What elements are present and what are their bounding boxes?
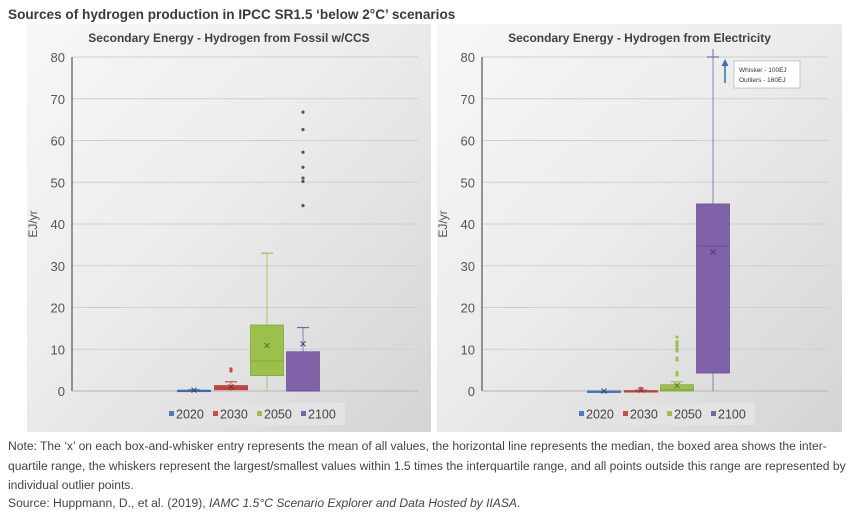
box-2020: [177, 387, 211, 394]
y-tick-label: 10: [461, 342, 475, 357]
figure-title: Sources of hydrogen production in IPCC S…: [8, 7, 456, 22]
iqr-box: [250, 324, 284, 376]
outlier-point: [675, 356, 679, 360]
box-2030: [214, 367, 248, 391]
box-2050: [250, 252, 284, 391]
legend-swatch-2100: [301, 411, 306, 416]
arrow-up-icon: [721, 59, 729, 66]
legend-label-2050: 2050: [674, 408, 702, 422]
y-tick-label: 0: [468, 384, 475, 399]
y-axis-label: EJ/yr: [437, 210, 450, 237]
y-tick-label: 50: [51, 175, 65, 190]
legend-label-2100: 2100: [308, 408, 336, 422]
y-tick-label: 70: [461, 92, 475, 107]
chart-title: Secondary Energy - Hydrogen from Fossil …: [88, 31, 369, 45]
outlier-point: [301, 179, 305, 184]
y-tick-label: 30: [461, 259, 475, 274]
mean-marker: [674, 382, 680, 389]
legend-swatch-2030: [213, 411, 218, 416]
outlier-point: [229, 367, 233, 371]
box-2100: [696, 49, 730, 391]
figure-note: Note: The ‘x’ on each box-and-whisker en…: [8, 437, 863, 496]
legend-background: [161, 403, 345, 425]
chart-panel-electricity: Secondary Energy - Hydrogen from Electri…: [437, 24, 842, 432]
outlier-point: [675, 347, 679, 351]
legend-swatch-2050: [257, 411, 262, 416]
legend: 2020 2030 2050 2100: [571, 403, 755, 425]
iqr-box: [696, 203, 730, 374]
outlier-point: [675, 340, 679, 344]
iqr-box: [660, 384, 694, 392]
source-prefix: Source: Huppmann, D., et al. (2019),: [8, 496, 209, 510]
outlier-point: [301, 110, 305, 114]
y-tick-label: 70: [51, 92, 65, 107]
source-title: IAMC 1.5°C Scenario Explorer and Data Ho…: [209, 496, 517, 510]
chart-electricity: Secondary Energy - Hydrogen from Electri…: [437, 31, 828, 425]
mean-marker: [300, 340, 306, 347]
outlier-point: [675, 335, 679, 339]
y-tick-label: 20: [51, 301, 65, 316]
legend-swatch-2020: [579, 411, 584, 416]
outlier-point: [675, 371, 679, 375]
box-2100: [286, 110, 320, 392]
outlier-point: [301, 204, 305, 208]
outlier-point: [301, 165, 305, 169]
legend-background: [571, 403, 755, 425]
iqr-box: [286, 351, 320, 392]
mean-marker: [601, 388, 607, 394]
legend-swatch-2030: [623, 411, 628, 416]
outlier-point: [639, 386, 643, 391]
legend-swatch-2050: [667, 411, 672, 416]
annotation-box: [733, 60, 801, 89]
mean-marker: [264, 342, 270, 349]
outlier-point: [675, 373, 679, 377]
chart-panel-fossil-ccs: Secondary Energy - Hydrogen from Fossil …: [27, 24, 431, 432]
mean-marker: [228, 383, 234, 390]
source-suffix: .: [517, 496, 521, 510]
y-tick-label: 0: [58, 384, 65, 399]
annotation-text: Outliers - 160EJ: [739, 77, 786, 84]
note-text: Note: The ‘x’ on each box-and-whisker en…: [8, 439, 846, 493]
legend: 2020 2030 2050 2100: [161, 403, 345, 425]
y-tick-label: 60: [461, 134, 475, 149]
outlier-point: [301, 176, 305, 180]
y-tick-label: 80: [461, 50, 475, 65]
annotation-text: Whisker - 100EJ: [739, 67, 787, 74]
legend-label-2030: 2030: [630, 408, 658, 422]
legend-label-2050: 2050: [264, 408, 292, 422]
y-tick-label: 20: [461, 301, 475, 316]
mean-marker: [191, 387, 197, 394]
box-2050: [660, 335, 694, 392]
y-tick-label: 50: [461, 175, 475, 190]
y-tick-label: 80: [51, 50, 65, 65]
y-axis-label: EJ/yr: [27, 210, 40, 237]
chart-title: Secondary Energy - Hydrogen from Electri…: [508, 31, 771, 45]
legend-label-2030: 2030: [220, 408, 248, 422]
y-tick-label: 60: [51, 134, 65, 149]
mean-marker: [710, 249, 716, 255]
box-2020: [587, 388, 621, 394]
legend-label-2020: 2020: [176, 408, 204, 422]
legend-swatch-2100: [711, 411, 716, 416]
y-tick-label: 30: [51, 259, 65, 274]
y-tick-label: 10: [51, 342, 65, 357]
box-2030: [624, 386, 658, 394]
mean-marker: [638, 387, 644, 394]
figure-source: Source: Huppmann, D., et al. (2019), IAM…: [8, 496, 520, 510]
chart-fossil-ccs: Secondary Energy - Hydrogen from Fossil …: [27, 31, 418, 425]
legend-label-2020: 2020: [586, 408, 614, 422]
outlier-point: [301, 128, 305, 132]
outlier-point: [301, 150, 305, 154]
y-tick-label: 40: [461, 217, 475, 232]
legend-swatch-2020: [169, 411, 174, 416]
y-tick-label: 40: [51, 217, 65, 232]
legend-label-2100: 2100: [718, 408, 746, 422]
